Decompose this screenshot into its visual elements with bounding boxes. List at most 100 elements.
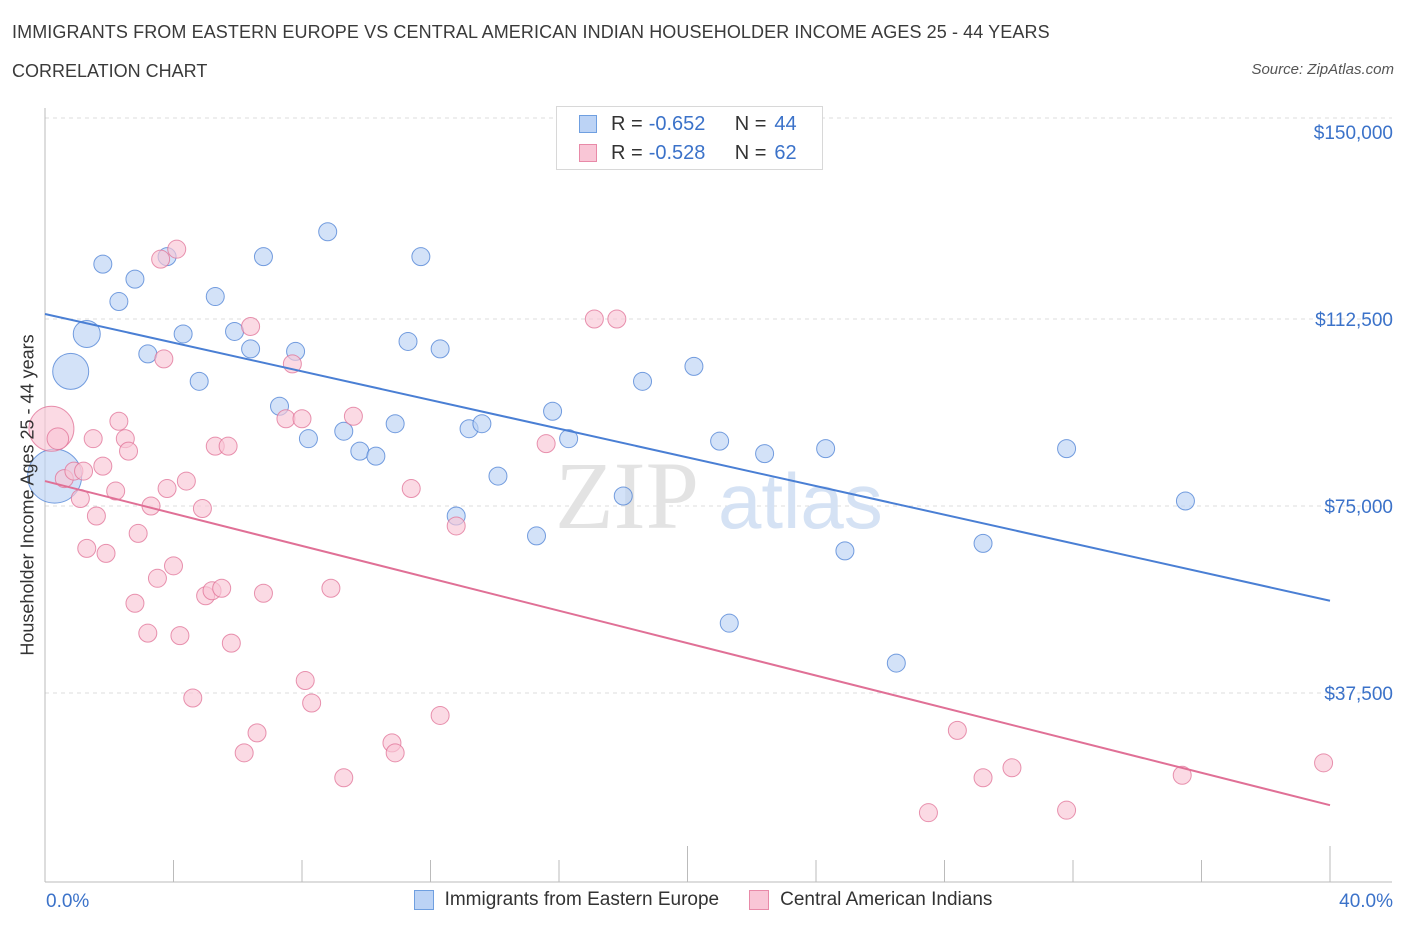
data-point [1175, 491, 1195, 511]
data-point [536, 434, 556, 454]
data-point [74, 461, 94, 481]
trend-lines [44, 313, 1331, 807]
data-point [167, 239, 187, 259]
legend-n-label: N = [734, 112, 767, 135]
data-point [430, 339, 450, 359]
data-point [151, 249, 171, 269]
y-tick-label: $75,000 [1324, 497, 1393, 518]
data-point [584, 309, 604, 329]
data-point [298, 429, 318, 449]
legend-swatch-pink [579, 144, 597, 162]
x-axis-min-label: 0.0% [46, 891, 90, 912]
legend-row-central-american-indians: R = -0.528 N = 62 [579, 141, 797, 165]
data-point [973, 533, 993, 553]
legend-swatch-pink [749, 890, 770, 910]
legend-n-value: 44 [774, 112, 797, 135]
data-point [176, 471, 196, 491]
data-point [385, 414, 405, 434]
y-tick-label: $37,500 [1324, 684, 1393, 705]
y-tick-labels: $150,000 $112,500 $75,000 $37,500 [1314, 123, 1393, 705]
data-point [755, 444, 775, 464]
legend-swatch-blue [413, 890, 434, 910]
data-point [334, 768, 354, 788]
data-point [1002, 758, 1022, 778]
data-point [295, 671, 315, 691]
data-point [446, 516, 466, 536]
data-point [559, 429, 579, 449]
data-point [430, 705, 450, 725]
data-point [119, 441, 139, 461]
data-point [350, 441, 370, 461]
data-point [138, 623, 158, 643]
y-tick-label: $112,500 [1315, 310, 1393, 331]
data-point [973, 768, 993, 788]
data-point [109, 292, 129, 312]
data-point [401, 479, 421, 499]
data-point [1057, 439, 1077, 459]
data-point [613, 486, 633, 506]
data-point [527, 526, 547, 546]
data-point [398, 331, 418, 351]
data-point [1172, 765, 1192, 785]
y-axis-label: Householder Income Ages 25 - 44 years [17, 334, 38, 656]
data-point [318, 222, 338, 242]
legend-r-label: R = [611, 141, 643, 164]
data-point [543, 401, 563, 421]
data-point [816, 439, 836, 459]
data-point [46, 427, 70, 450]
data-point [276, 409, 296, 429]
data-point [321, 578, 341, 598]
data-point [52, 352, 90, 390]
data-point [125, 593, 145, 613]
data-point [234, 743, 254, 763]
data-point [183, 688, 203, 708]
data-point [221, 633, 241, 653]
data-point [411, 247, 431, 267]
data-point [886, 653, 906, 673]
legend-n-value: 62 [774, 141, 797, 164]
data-point [1057, 800, 1077, 820]
data-point [385, 743, 405, 763]
data-point [72, 319, 101, 348]
series-eastern-europe-points [27, 222, 1195, 673]
data-point [241, 339, 261, 359]
grid-lines [45, 117, 1392, 694]
data-point [109, 411, 129, 431]
legend-row-eastern-europe: R = -0.652 N = 44 [579, 112, 797, 136]
legend-item-central-american-indians: Central American Indians [749, 889, 992, 911]
data-point [147, 568, 167, 588]
data-point [157, 479, 177, 499]
data-point [125, 269, 145, 289]
data-point [164, 556, 183, 576]
x-axis-max-label: 40.0% [1339, 891, 1393, 912]
data-point [170, 626, 190, 646]
legend-item-eastern-europe: Immigrants from Eastern Europe [413, 889, 720, 911]
data-point [1314, 753, 1334, 773]
data-point [253, 247, 273, 267]
legend-n-label: N = [734, 141, 767, 164]
data-point [253, 583, 273, 603]
data-point [128, 523, 148, 543]
data-point [835, 541, 855, 561]
data-point [106, 481, 126, 501]
data-point [138, 344, 158, 364]
legend-r-value: -0.652 [648, 112, 706, 135]
data-point [192, 498, 212, 518]
data-point [86, 506, 106, 526]
data-point [77, 538, 97, 558]
legend-label-eastern-europe: Immigrants from Eastern Europe [444, 889, 720, 910]
data-point [710, 431, 730, 451]
data-point [343, 406, 363, 426]
trend-line [44, 480, 1331, 807]
watermark-atlas: atlas [718, 457, 883, 545]
data-point [225, 321, 245, 341]
data-point [247, 723, 267, 743]
data-point [205, 287, 225, 307]
legend-swatch-blue [579, 115, 597, 133]
data-point [947, 720, 967, 740]
data-point [189, 371, 209, 391]
data-point [173, 324, 193, 344]
correlation-legend: R = -0.652 N = 44 R = -0.528 N = 62 [556, 106, 823, 170]
data-point [241, 316, 261, 336]
trend-line [44, 313, 1331, 602]
